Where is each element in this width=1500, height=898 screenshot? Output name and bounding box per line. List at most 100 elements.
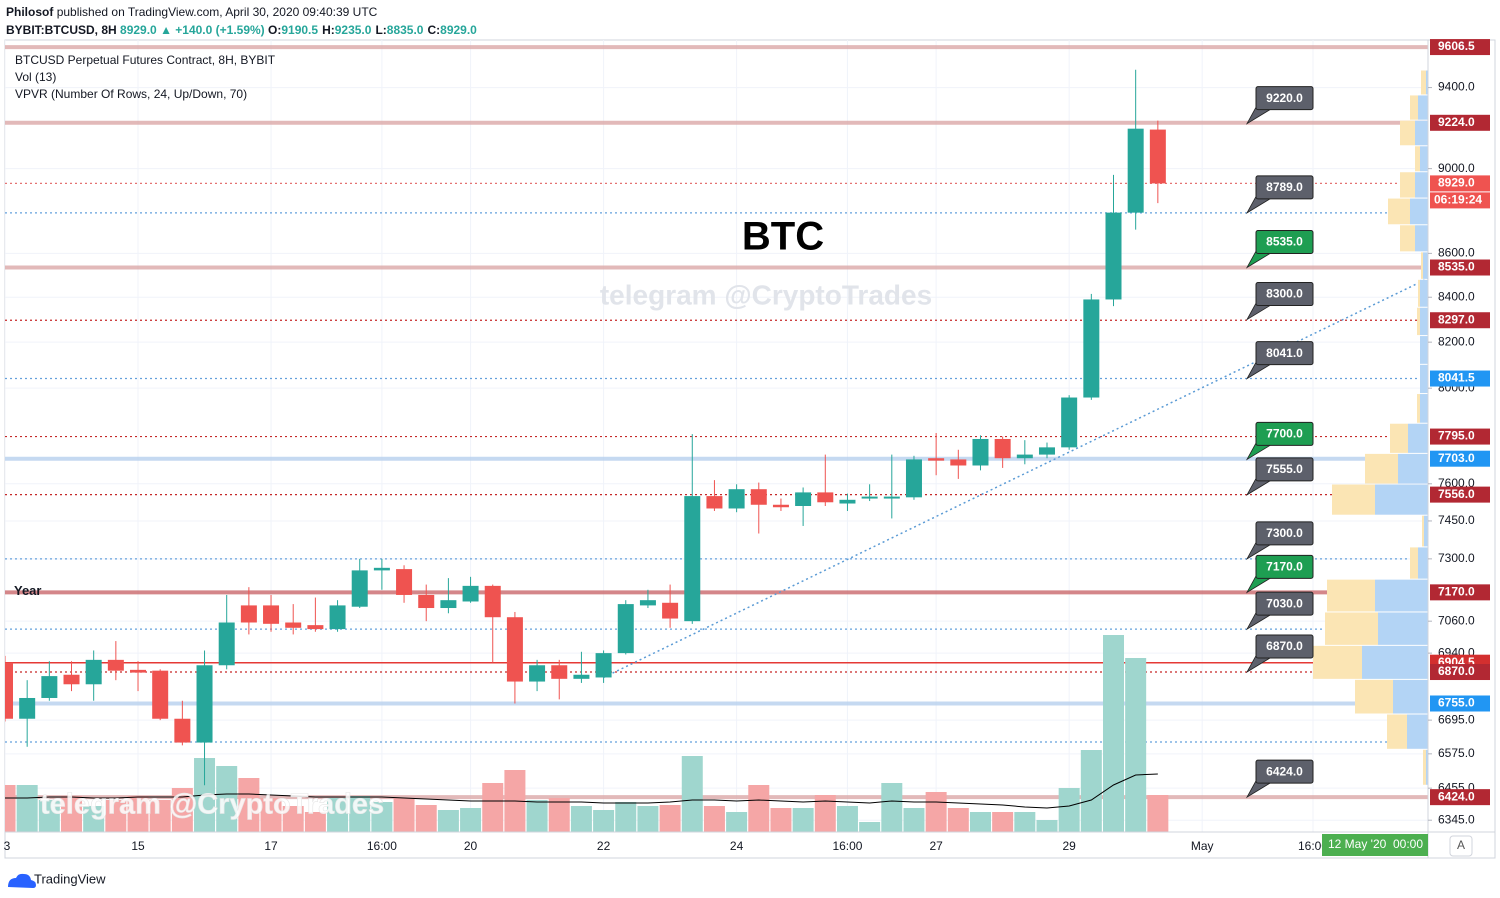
candle-body (5, 662, 13, 719)
callout: 7030.0 (1245, 591, 1314, 631)
vpvr-down (1327, 579, 1375, 612)
ohlc-value: 9235.0 (334, 23, 372, 37)
callout-label: 8535.0 (1266, 235, 1303, 249)
x-tick-label: 16:00 (832, 839, 862, 853)
x-tick-label: 27 (929, 839, 943, 853)
price-label-bg (1430, 114, 1490, 131)
candle-body (1127, 128, 1144, 213)
y-tick-label: 8400.0 (1438, 289, 1475, 303)
y-tick-label: 8600.0 (1438, 246, 1475, 260)
vpvr-up (1426, 70, 1428, 95)
volume-bar (371, 802, 393, 832)
candle-body (1105, 212, 1122, 300)
vpvr-up (1418, 95, 1428, 120)
price-label: 7556.0 (1438, 487, 1475, 501)
plot: telegram @CryptoTrades BTC Year telegram @C… (5, 40, 1428, 832)
vpvr-up (1415, 172, 1428, 198)
callout: 7700.0 (1245, 421, 1314, 461)
volume-bar (548, 798, 570, 832)
callout-label: 6870.0 (1266, 639, 1303, 653)
volume-bar (16, 785, 38, 832)
y-tick-label: 6695.0 (1438, 712, 1475, 726)
candle-body (152, 670, 169, 719)
year-label: Year (14, 583, 41, 598)
volume-bar (1125, 658, 1147, 832)
x-tick-label: 3 (4, 839, 11, 853)
callout: 6424.0 (1245, 759, 1314, 799)
volume-bar (282, 806, 304, 832)
price-label-bg (1430, 789, 1490, 806)
vpvr-down (1387, 714, 1407, 749)
volume-bar (570, 806, 592, 832)
vpvr-down (1421, 70, 1426, 95)
vpvr-down (1421, 252, 1423, 279)
callout-box (1255, 521, 1314, 546)
volume-bar (38, 800, 60, 832)
volume-bar (83, 806, 105, 832)
candle-body (706, 496, 723, 509)
candle-body (307, 625, 324, 630)
candle-body (662, 602, 679, 619)
price-label-bg (1430, 39, 1490, 56)
callout-label: 8300.0 (1266, 287, 1303, 301)
vpvr-down (1415, 146, 1420, 172)
watermark: telegram @CryptoTrades (40, 789, 384, 821)
candle-body (928, 458, 945, 461)
vpvr-up (1407, 714, 1428, 749)
volume-bar (437, 810, 459, 832)
y-tick-label: 7600.0 (1438, 476, 1475, 490)
candle-body (484, 585, 501, 618)
vpvr-up (1423, 252, 1428, 279)
volume-bar (460, 808, 482, 832)
vpvr-down (1410, 95, 1418, 120)
candle-body (905, 459, 922, 498)
vpvr-down (1423, 749, 1426, 785)
candle-body (839, 499, 856, 504)
candle-body (329, 605, 346, 630)
vpvr-up (1393, 679, 1428, 714)
candle-body (795, 492, 812, 506)
callout-label: 9220.0 (1266, 91, 1303, 105)
callout-label: 7300.0 (1266, 526, 1303, 540)
callout-box (1255, 341, 1314, 366)
candle-body (728, 489, 745, 509)
x-tick-label: 16:00 (1298, 839, 1328, 853)
candle-body (462, 585, 479, 602)
ohlc-key: L: (375, 23, 387, 37)
price-label-bg (1430, 312, 1490, 329)
scale-button[interactable] (1449, 835, 1473, 857)
volume-ma (5, 773, 1158, 809)
candle-body (218, 622, 235, 666)
callout-box (1255, 634, 1314, 659)
price-label: 6424.0 (1438, 789, 1475, 803)
y-tick-label: 8200.0 (1438, 334, 1475, 348)
volume-bar (925, 792, 947, 832)
volume-bar (61, 796, 83, 832)
vpvr-down (1410, 547, 1418, 579)
vpvr-up (1398, 453, 1428, 484)
symbol: BYBIT:BTCUSD, 8H (6, 23, 117, 37)
vpvr-up (1420, 336, 1428, 364)
price-label: 7170.0 (1438, 585, 1475, 599)
price-label: 8929.0 (1438, 176, 1475, 190)
vpvr-up (1420, 146, 1428, 172)
x-tick-label: 15 (131, 839, 145, 853)
volume-bar (947, 808, 969, 832)
candle-body (351, 570, 368, 607)
vpvr-up (1408, 423, 1428, 453)
countdown: 06:19:24 (1434, 193, 1482, 207)
callout-label: 8789.0 (1266, 180, 1303, 194)
vpvr-down (1400, 172, 1415, 198)
volume-bar (1147, 795, 1169, 832)
ohlc: O:9190.5 H:9235.0 L:8835.0 C:8929.0 (268, 23, 481, 37)
callout: 8535.0 (1245, 230, 1314, 269)
price-label-bg (1430, 695, 1490, 712)
candle-body (1016, 454, 1033, 459)
price-label: 8535.0 (1438, 260, 1475, 274)
callout-box (1255, 554, 1314, 579)
vpvr-up (1420, 279, 1428, 307)
chart-title: BTC (742, 215, 824, 259)
scale-button-label: A (1457, 838, 1465, 852)
volume-bar (238, 778, 260, 832)
